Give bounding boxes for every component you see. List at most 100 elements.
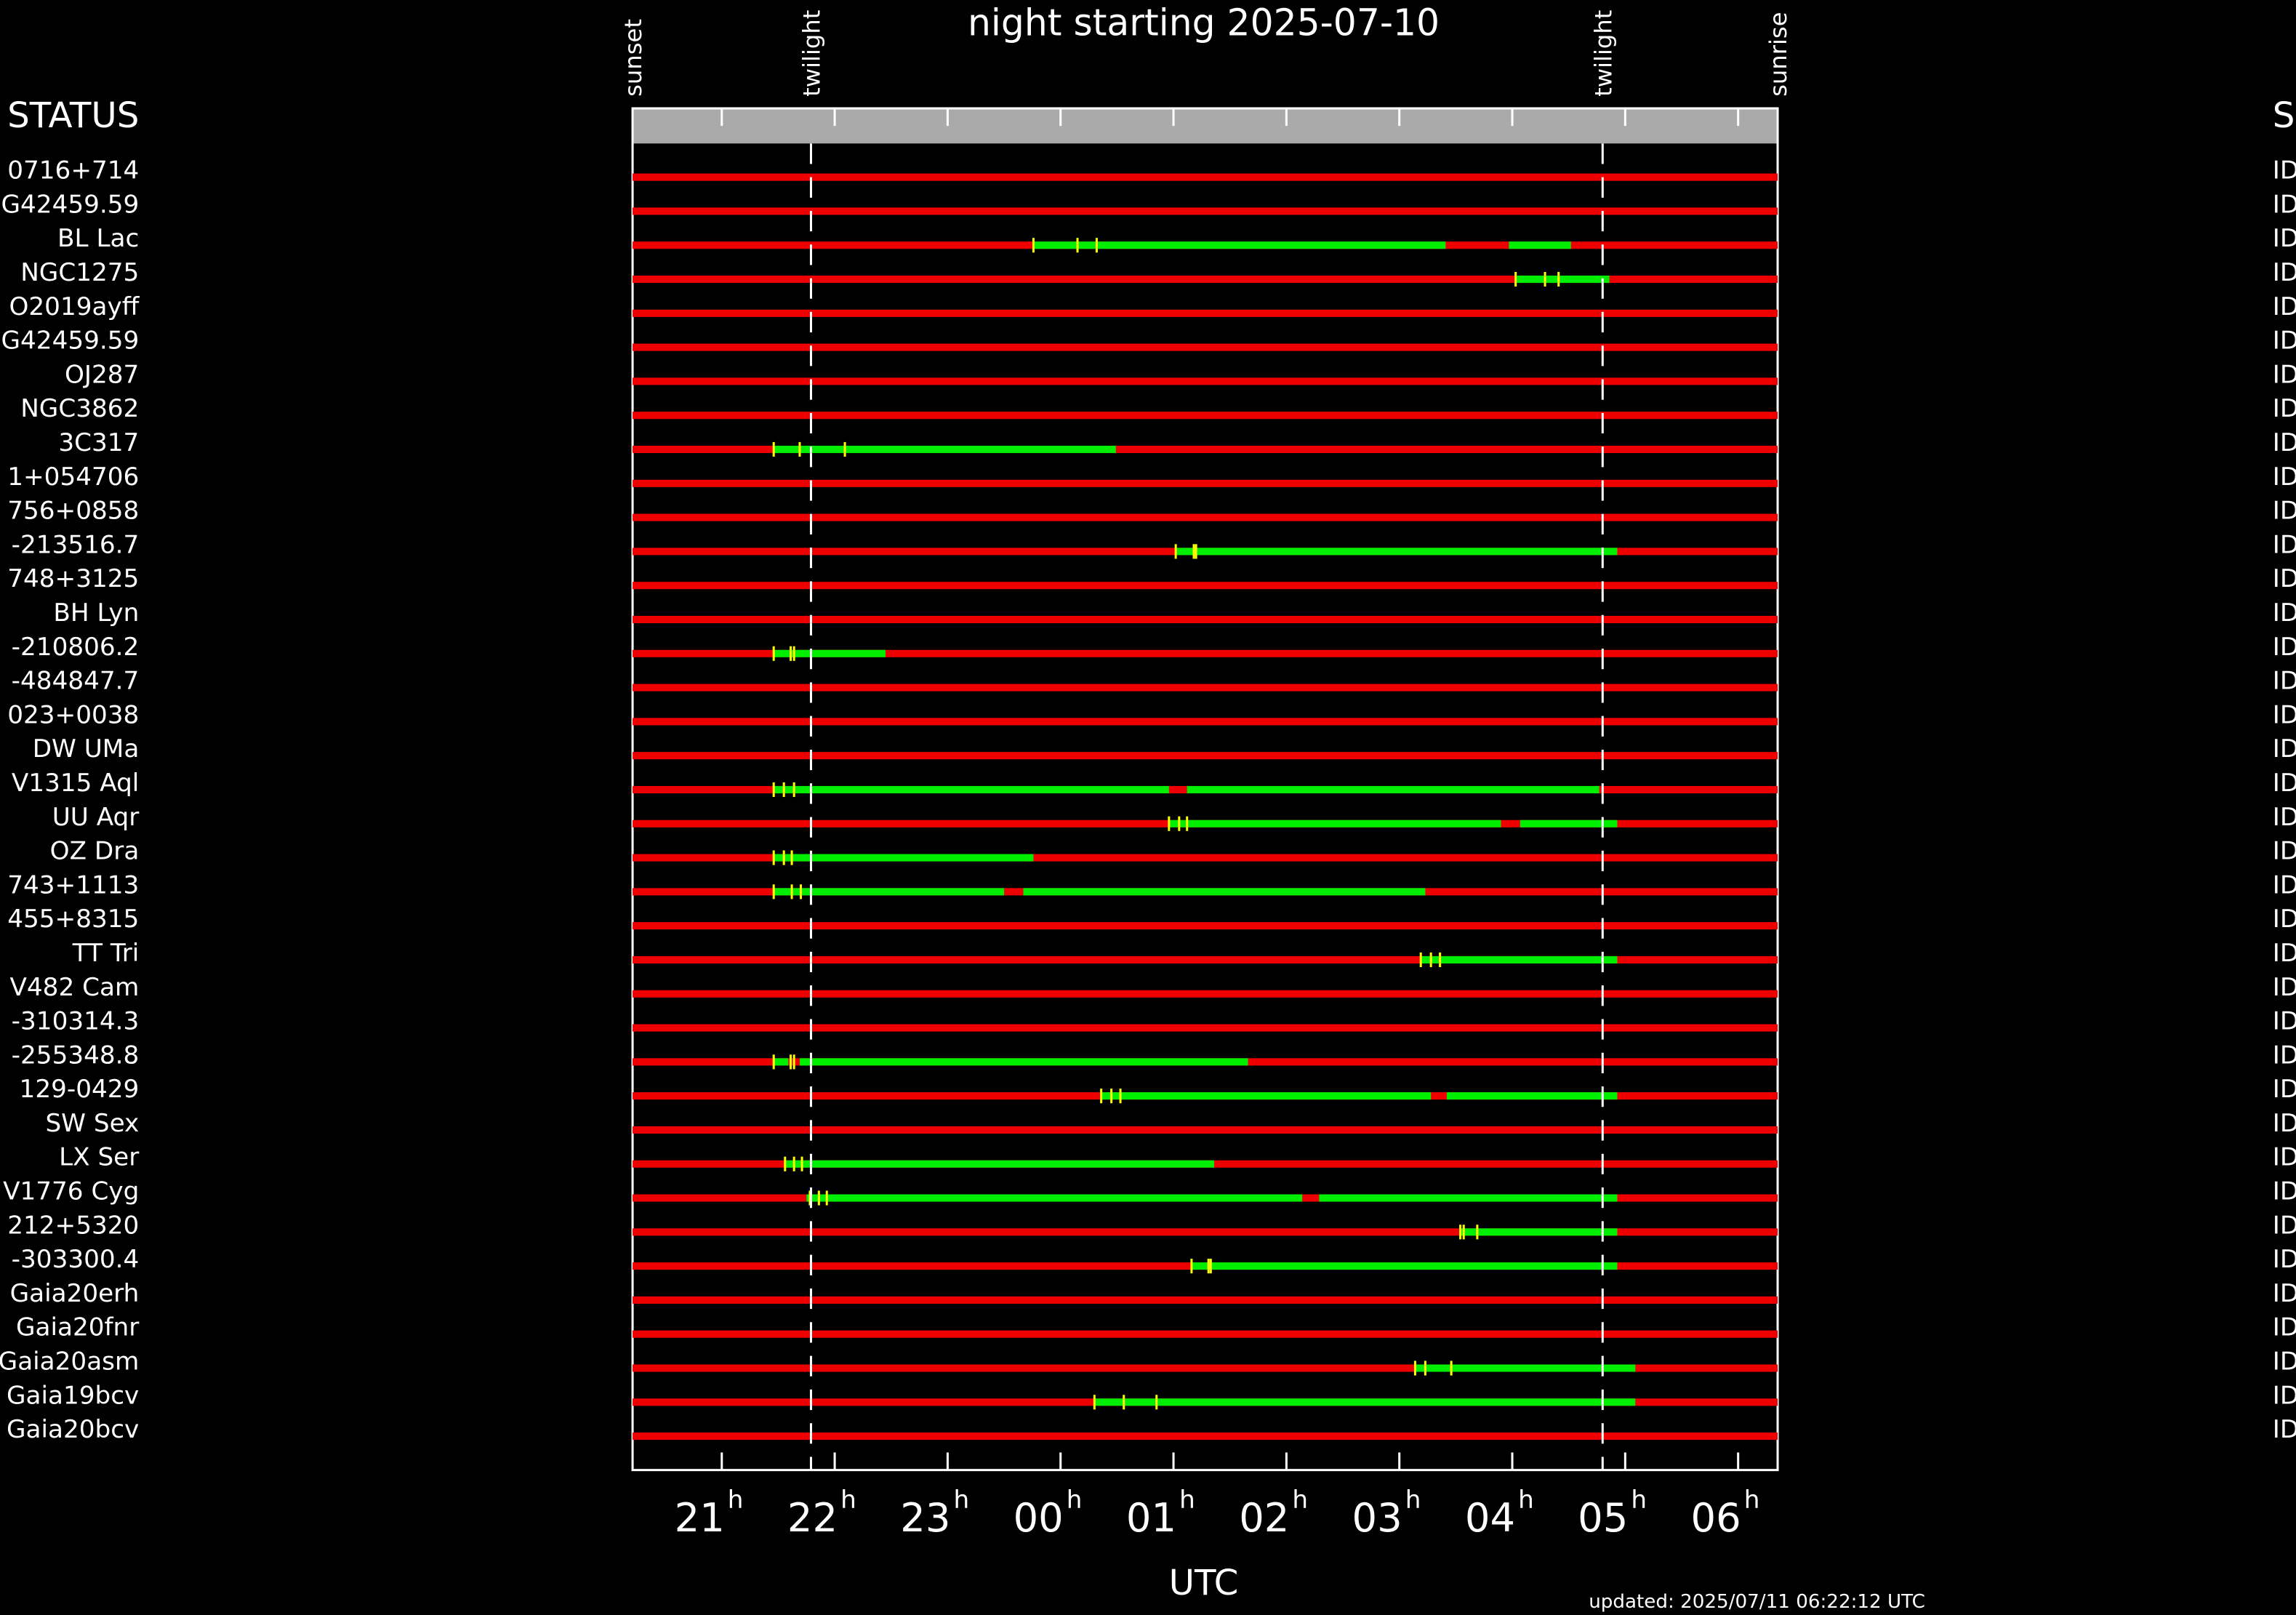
target-name: -484847.7	[12, 667, 140, 696]
available-window	[1520, 819, 1618, 827]
available-window	[1101, 1092, 1432, 1100]
target-status: ID	[2273, 598, 2296, 628]
target-name: 743+1113	[7, 870, 139, 899]
event-label: sunset	[619, 19, 647, 97]
event-label: sunrise	[1765, 12, 1792, 96]
available-window	[774, 888, 1005, 896]
target-name: Gaia20asm	[0, 1347, 139, 1376]
available-window	[774, 445, 1116, 454]
target-status: ID	[2273, 769, 2296, 798]
available-window	[1168, 819, 1501, 827]
available-window	[1319, 1194, 1618, 1202]
unavailable-bar	[633, 1432, 1778, 1440]
unavailable-bar	[633, 377, 1778, 385]
target-name: 129-0429	[20, 1075, 140, 1104]
target-status: ID	[2273, 462, 2296, 492]
available-window	[1446, 1092, 1618, 1100]
target-name: V1315 Aql	[12, 769, 139, 798]
target-status: ID	[2273, 1347, 2296, 1376]
target-status: ID	[2273, 1075, 2296, 1104]
event-label: twilight	[1589, 10, 1617, 97]
target-status: ID	[2273, 803, 2296, 832]
target-name: Gaia19bcv	[7, 1381, 139, 1410]
unavailable-bar	[633, 615, 1778, 624]
unavailable-bar	[633, 955, 1778, 963]
target-name: NGC1275	[20, 258, 139, 287]
target-status: ID	[2273, 973, 2296, 1002]
x-tick-unit: h	[953, 1486, 969, 1515]
target-name: 212+5320	[7, 1211, 139, 1240]
target-status: ID	[2273, 156, 2296, 185]
x-tick-unit: h	[1067, 1486, 1083, 1515]
target-status: ID	[2273, 1415, 2296, 1444]
available-window	[1187, 785, 1599, 794]
unavailable-bar	[633, 1296, 1778, 1304]
unavailable-bar	[633, 582, 1778, 590]
x-tick-label: 03	[1352, 1495, 1402, 1541]
target-status: ID	[2273, 224, 2296, 253]
target-status: ID	[2273, 530, 2296, 559]
target-name: 748+3125	[7, 564, 139, 593]
target-status: ID	[2273, 1041, 2296, 1070]
x-tick-label: 00	[1013, 1495, 1064, 1541]
target-name: O2019ayff	[9, 292, 140, 321]
unavailable-bar	[633, 173, 1778, 181]
target-status: ID	[2273, 870, 2296, 899]
target-name: 3C317	[58, 428, 139, 457]
available-window	[1191, 1262, 1618, 1270]
target-status: ID	[2273, 939, 2296, 968]
unavailable-bar	[633, 275, 1778, 284]
target-status: ID	[2273, 1279, 2296, 1308]
x-tick-label: 23	[900, 1495, 950, 1541]
target-status: ID	[2273, 1109, 2296, 1138]
available-window	[1515, 275, 1610, 284]
target-status: ID	[2273, 497, 2296, 526]
x-tick-unit: h	[1292, 1486, 1308, 1515]
target-status: ID	[2273, 734, 2296, 764]
target-name: 0716+714	[7, 156, 139, 185]
target-status: ID	[2273, 633, 2296, 662]
x-tick-unit: h	[840, 1486, 856, 1515]
x-tick-label: 04	[1465, 1495, 1515, 1541]
target-name: OJ287	[65, 360, 139, 389]
target-status: ID	[2273, 700, 2296, 729]
unavailable-bar	[633, 649, 1778, 657]
left-header: STATUS	[7, 95, 139, 136]
update-time: updated: 2025/07/11 06:22:12 UTC	[1589, 1591, 1925, 1613]
x-tick-unit: h	[1744, 1486, 1760, 1515]
unavailable-bar	[633, 513, 1778, 521]
target-name: Gaia20fnr	[16, 1313, 140, 1342]
target-status: ID	[2273, 326, 2296, 356]
target-name: 1+054706	[7, 462, 139, 492]
x-tick-unit: h	[728, 1486, 744, 1515]
available-window	[1094, 1398, 1636, 1406]
target-name: V1776 Cyg	[3, 1177, 139, 1206]
target-status: ID	[2273, 428, 2296, 457]
target-name: OZ Dra	[50, 837, 140, 866]
unavailable-bar	[633, 207, 1778, 215]
unavailable-bar	[633, 309, 1778, 317]
target-name: DW UMa	[33, 734, 140, 764]
available-window	[774, 785, 1169, 794]
available-window	[799, 1058, 1248, 1066]
target-name: V482 Cam	[10, 973, 140, 1002]
unavailable-bar	[633, 684, 1778, 692]
target-name: 023+0038	[7, 700, 139, 729]
unavailable-bar	[633, 1126, 1778, 1134]
unavailable-bar	[633, 343, 1778, 351]
chart-title: night starting 2025-07-10	[968, 1, 1440, 44]
target-status: ID	[2273, 1177, 2296, 1206]
available-window	[784, 1160, 1214, 1168]
target-status: ID	[2273, 394, 2296, 423]
available-window	[806, 1194, 1303, 1202]
target-status: ID	[2273, 837, 2296, 866]
available-window	[774, 854, 1034, 862]
available-window	[774, 649, 886, 657]
target-name: G42459.59	[1, 326, 140, 356]
target-name: -303300.4	[12, 1245, 140, 1274]
target-name: 455+8315	[7, 905, 139, 934]
available-window	[774, 1058, 789, 1066]
available-window	[1421, 955, 1618, 963]
unavailable-bar	[633, 718, 1778, 726]
